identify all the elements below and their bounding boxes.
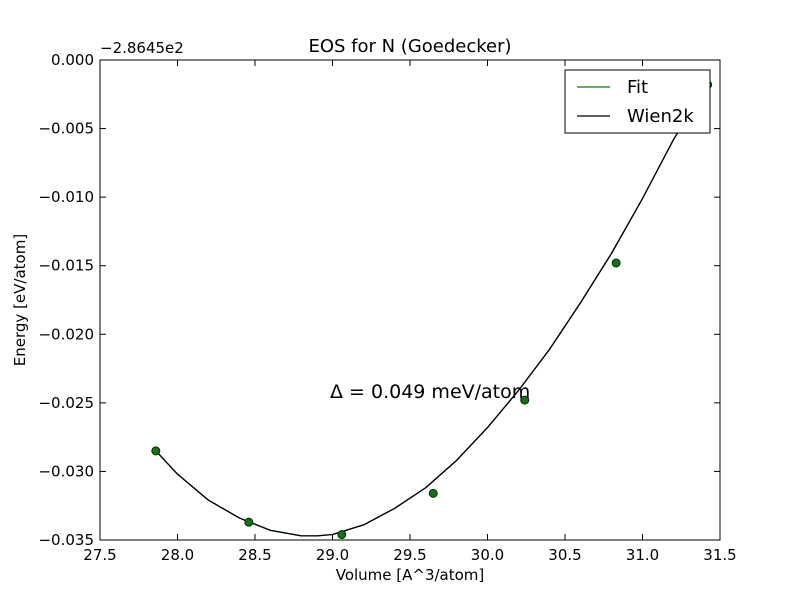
y-tick-label: 0.000: [51, 51, 94, 69]
y-tick-label: −0.005: [38, 120, 94, 138]
data-point: [428, 488, 438, 498]
legend-label-wien2k: Wien2k: [627, 106, 694, 127]
data-point: [337, 530, 347, 540]
y-tick-label: −0.010: [38, 188, 94, 206]
y-tick-label: −0.035: [38, 531, 94, 549]
chart-title: EOS for N (Goedecker): [308, 36, 511, 57]
y-tick-label: −0.025: [38, 394, 94, 412]
data-point: [151, 446, 161, 456]
x-tick-label: 28.5: [238, 546, 271, 564]
delta-annotation: Δ = 0.049 meV/atom: [330, 381, 530, 403]
y-tick-label: −0.030: [38, 462, 94, 480]
y-offset-text: −2.8645e2: [100, 39, 184, 57]
x-tick-label: 29.5: [393, 546, 426, 564]
y-tick-label: −0.015: [38, 257, 94, 275]
legend-label-fit: Fit: [627, 77, 648, 98]
legend-box: [564, 69, 711, 134]
series-line-wien2k: [155, 84, 709, 537]
data-point: [611, 258, 621, 268]
data-point: [244, 517, 254, 527]
x-tick-label: 30.0: [471, 546, 504, 564]
x-axis-label: Volume [A^3/atom]: [336, 566, 485, 584]
x-tick-label: 31.0: [626, 546, 659, 564]
y-axis-label: Energy [eV/atom]: [11, 234, 29, 366]
legend: Fit Wien2k: [564, 69, 711, 134]
y-tick-label: −0.020: [38, 325, 94, 343]
x-tick-label: 30.5: [548, 546, 581, 564]
x-tick-label: 28.0: [161, 546, 194, 564]
ticks-layer: 27.5 28.0 28.5 29.0 29.5 30.0 30.5 31.0 31.5 0.00…: [38, 51, 736, 564]
x-tick-label: 29.0: [316, 546, 349, 564]
x-tick-label: 31.5: [703, 546, 736, 564]
data-point: [520, 395, 530, 405]
x-tick-label: 27.5: [83, 546, 116, 564]
